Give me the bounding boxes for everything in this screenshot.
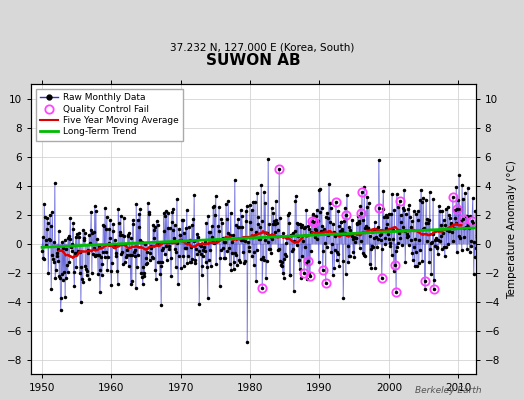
Y-axis label: Temperature Anomaly (°C): Temperature Anomaly (°C) — [507, 160, 517, 299]
Title: SUWON AB: SUWON AB — [206, 53, 301, 68]
Legend: Raw Monthly Data, Quality Control Fail, Five Year Moving Average, Long-Term Tren: Raw Monthly Data, Quality Control Fail, … — [36, 89, 183, 141]
Text: Berkeley Earth: Berkeley Earth — [416, 386, 482, 395]
Text: 37.232 N, 127.000 E (Korea, South): 37.232 N, 127.000 E (Korea, South) — [170, 42, 354, 52]
